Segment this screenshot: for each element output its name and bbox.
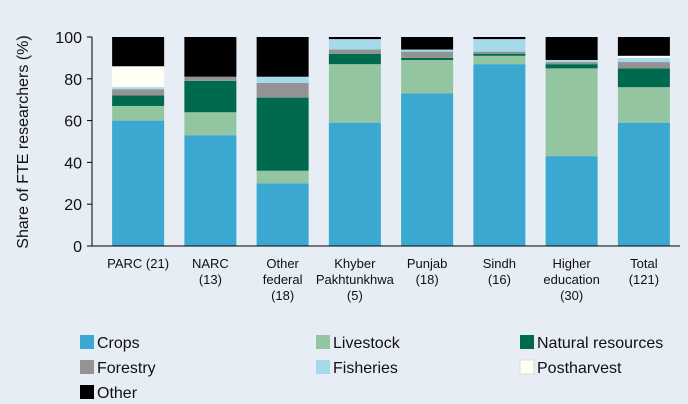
bar-segment	[256, 97, 309, 171]
bar-segment	[473, 64, 526, 246]
x-tick-label-line: Other	[266, 256, 299, 271]
bar-segment	[617, 57, 670, 63]
bar-segment	[401, 59, 454, 94]
bar-segment	[256, 170, 309, 184]
legend-swatch	[520, 335, 534, 349]
bar-segment	[473, 37, 526, 40]
y-tick-label: 100	[55, 30, 82, 47]
legend-label: Livestock	[333, 335, 401, 352]
x-tick-label: Sindh (16)	[483, 256, 516, 287]
bar-segment	[112, 66, 165, 88]
legend-label: Natural resources	[537, 335, 663, 352]
legend-swatch	[80, 335, 94, 349]
bar-segment	[328, 122, 381, 246]
x-tick-label-line: (16)	[488, 272, 511, 287]
x-tick-label-line: (30)	[560, 288, 583, 303]
bar-segment	[256, 82, 309, 98]
bar-segment	[112, 89, 165, 96]
bar-segment	[545, 64, 598, 69]
y-tick-label: 80	[64, 72, 82, 89]
x-tick-label-line: Higher	[552, 256, 591, 271]
legend-label: Postharvest	[537, 360, 622, 377]
bar-segment	[617, 122, 670, 246]
bar-segment	[545, 68, 598, 157]
bar-segment	[401, 93, 454, 247]
bar-segment	[473, 39, 526, 52]
legend-swatch	[80, 360, 94, 374]
bar-segment	[184, 112, 237, 136]
bar-segment	[184, 37, 237, 77]
bar-segment	[617, 87, 670, 123]
y-tick-label: 40	[64, 155, 82, 172]
bar-segment	[328, 53, 381, 65]
x-tick-label-line: Sindh	[483, 256, 516, 271]
y-tick-label: 0	[73, 239, 82, 256]
bar-segment	[401, 49, 454, 52]
x-tick-label: Punjab (18)	[407, 256, 447, 287]
legend-swatch	[519, 359, 535, 375]
bar-segment	[473, 55, 526, 65]
x-tick-label-line: (18)	[271, 288, 294, 303]
x-tick-label: PARC (21)	[107, 256, 169, 271]
bar-segment	[112, 87, 165, 90]
bar-segment	[545, 59, 598, 63]
bar-segment	[184, 135, 237, 246]
bar-segment	[473, 51, 526, 54]
bar-segment	[617, 62, 670, 69]
bar-segment	[328, 37, 381, 40]
bar-segment	[328, 64, 381, 123]
legend-label: Crops	[97, 335, 140, 352]
legend-swatch	[80, 385, 94, 399]
legend-swatch	[316, 360, 330, 374]
x-tick-label-line: (121)	[629, 272, 659, 287]
x-tick-label: Khyber Pakhtunkhwa (5)	[316, 256, 395, 303]
x-tick-label-line: Total	[630, 256, 658, 271]
bar-segment	[112, 37, 165, 67]
x-tick-label-line: Punjab	[407, 256, 447, 271]
x-tick-label-line: (13)	[199, 272, 222, 287]
bar-segment	[112, 120, 165, 246]
bar-segment	[617, 37, 670, 56]
legend-label: Other	[97, 385, 138, 402]
bar-segment	[545, 62, 598, 65]
bar-segment	[545, 156, 598, 246]
bar-segment	[328, 49, 381, 54]
x-tick-label: NARC (13)	[192, 256, 229, 287]
bar-segment	[545, 37, 598, 60]
bar-segment	[256, 183, 309, 246]
x-tick-label-line: Pakhtunkhwa	[316, 272, 395, 287]
y-tick-label: 20	[64, 197, 82, 214]
bar-segment	[617, 68, 670, 88]
y-axis-label: Share of FTE researchers (%)	[15, 35, 32, 248]
legend-swatch	[316, 335, 330, 349]
x-tick-label: Total (121)	[629, 256, 659, 287]
x-tick-label-line: (18)	[416, 272, 439, 287]
bar-segment	[184, 80, 237, 113]
x-tick-label-line: Khyber	[334, 256, 376, 271]
x-tick-label-line: PARC (21)	[107, 256, 169, 271]
legend-label: Fisheries	[333, 360, 398, 377]
x-tick-label-line: education	[543, 272, 599, 287]
x-tick-label-line: NARC	[192, 256, 229, 271]
x-tick-label-line: federal	[263, 272, 303, 287]
y-tick-label: 60	[64, 114, 82, 131]
x-tick-label-line: (5)	[347, 288, 363, 303]
legend-label: Forestry	[97, 360, 156, 377]
bar-segment	[617, 55, 670, 58]
bar-segment	[401, 57, 454, 60]
bar-segment	[401, 51, 454, 58]
bar-segment	[256, 76, 309, 83]
x-tick-label: Higher education (30)	[543, 256, 599, 303]
bar-segment	[184, 76, 237, 81]
bar-segment	[473, 53, 526, 56]
x-tick-label: Other federal (18)	[263, 256, 303, 303]
bar-segment	[256, 37, 309, 77]
bar-segment	[112, 95, 165, 106]
bar-segment	[112, 105, 165, 121]
bar-segment	[401, 37, 454, 50]
bar-segment	[328, 39, 381, 50]
